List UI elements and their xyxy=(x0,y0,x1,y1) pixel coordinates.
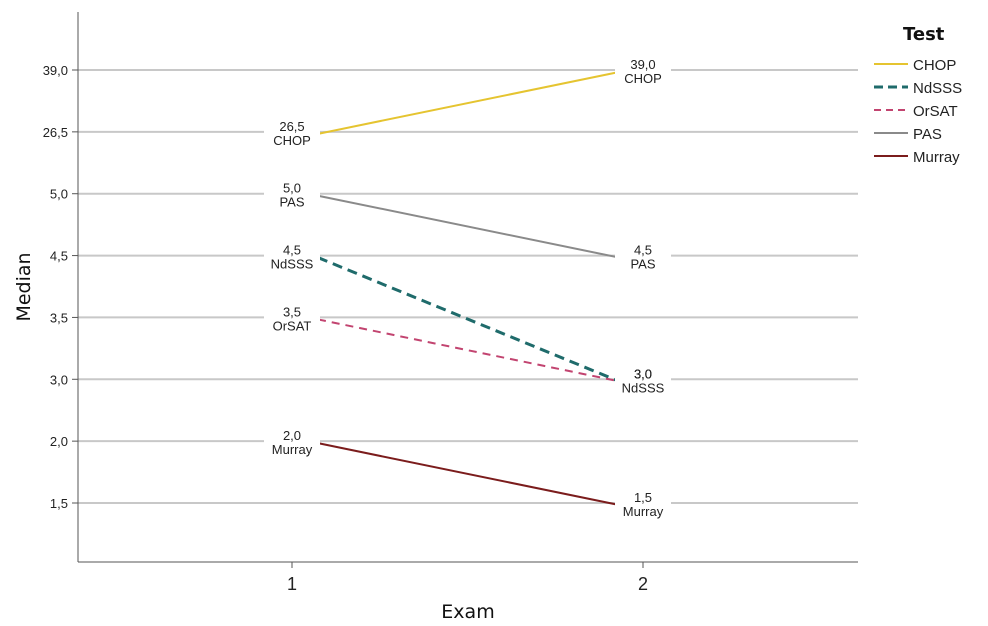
data-label-bg xyxy=(615,241,671,272)
data-label-bg xyxy=(615,56,671,86)
y-tick-label: 3,5 xyxy=(50,310,68,325)
y-tick-label: 2,0 xyxy=(50,434,68,449)
legend-label: NdSSS xyxy=(913,80,962,97)
data-labels: 26,5CHOP39,0CHOP4,5NdSSS3,0NdSSS3,5OrSAT… xyxy=(264,56,671,519)
data-label-value: 4,5 xyxy=(283,243,301,258)
data-label-series: CHOP xyxy=(273,133,311,148)
legend-items: CHOP NdSSS OrSAT PAS Murray xyxy=(874,57,962,166)
series-line-pas xyxy=(317,194,620,259)
data-label-bg xyxy=(264,427,320,458)
y-tick-label: 5,0 xyxy=(50,187,68,202)
data-label-value: 2,0 xyxy=(283,428,301,443)
data-label-series: NdSSS xyxy=(271,257,314,272)
series-line-chop xyxy=(317,71,620,135)
legend-title: Test xyxy=(903,24,945,45)
data-label-value: 39,0 xyxy=(630,57,655,72)
y-tick-label: 3,0 xyxy=(50,372,68,387)
y-tick-label: 1,5 xyxy=(50,496,68,511)
series-line-murray xyxy=(317,442,620,506)
data-label-bg xyxy=(264,303,320,334)
data-label-bg xyxy=(615,365,671,396)
legend-label: OrSAT xyxy=(913,103,958,120)
data-label-series: Murray xyxy=(272,442,313,457)
x-tick-label: 2 xyxy=(638,574,648,594)
data-label-series: PAS xyxy=(630,257,655,272)
series-line-orsat xyxy=(317,318,620,383)
x-tick-label: 1 xyxy=(287,574,297,594)
data-label-value: 5,0 xyxy=(283,181,301,196)
data-label-value: 4,5 xyxy=(634,243,652,258)
legend-label: Murray xyxy=(913,149,960,166)
legend: Test CHOP NdSSS OrSAT PAS Murray xyxy=(874,24,962,166)
y-axis-title: Median xyxy=(13,252,35,321)
data-label-value: 3,5 xyxy=(283,304,301,319)
legend-label: CHOP xyxy=(913,57,956,74)
y-tick-label: 26,5 xyxy=(43,125,68,140)
data-label-value: 3,0 xyxy=(634,366,652,381)
data-label-series: NdSSS xyxy=(622,380,665,395)
y-tick-label: 39,0 xyxy=(43,63,68,78)
data-label-series: CHOP xyxy=(624,71,662,86)
gridlines xyxy=(78,69,858,504)
data-label-series: PAS xyxy=(279,195,304,210)
data-label-bg xyxy=(615,489,671,519)
data-label-bg xyxy=(264,117,320,148)
series-line-ndsss xyxy=(317,256,620,383)
data-label-value: 26,5 xyxy=(279,119,304,134)
data-label-value: 3,0 xyxy=(634,366,652,381)
data-label-series: OrSAT xyxy=(273,318,312,333)
series-lines xyxy=(317,71,620,506)
data-label-bg xyxy=(264,179,320,210)
y-tick-labels: 1,5 2,0 3,0 3,5 4,5 5,0 26,5 39,0 xyxy=(43,63,68,511)
data-label-series: Murray xyxy=(623,504,664,519)
axes xyxy=(72,12,858,568)
data-label-value: 1,5 xyxy=(634,490,652,505)
legend-label: PAS xyxy=(913,126,942,143)
data-label-bg xyxy=(264,241,320,272)
x-axis-title: Exam xyxy=(441,601,494,623)
y-tick-label: 4,5 xyxy=(50,249,68,264)
